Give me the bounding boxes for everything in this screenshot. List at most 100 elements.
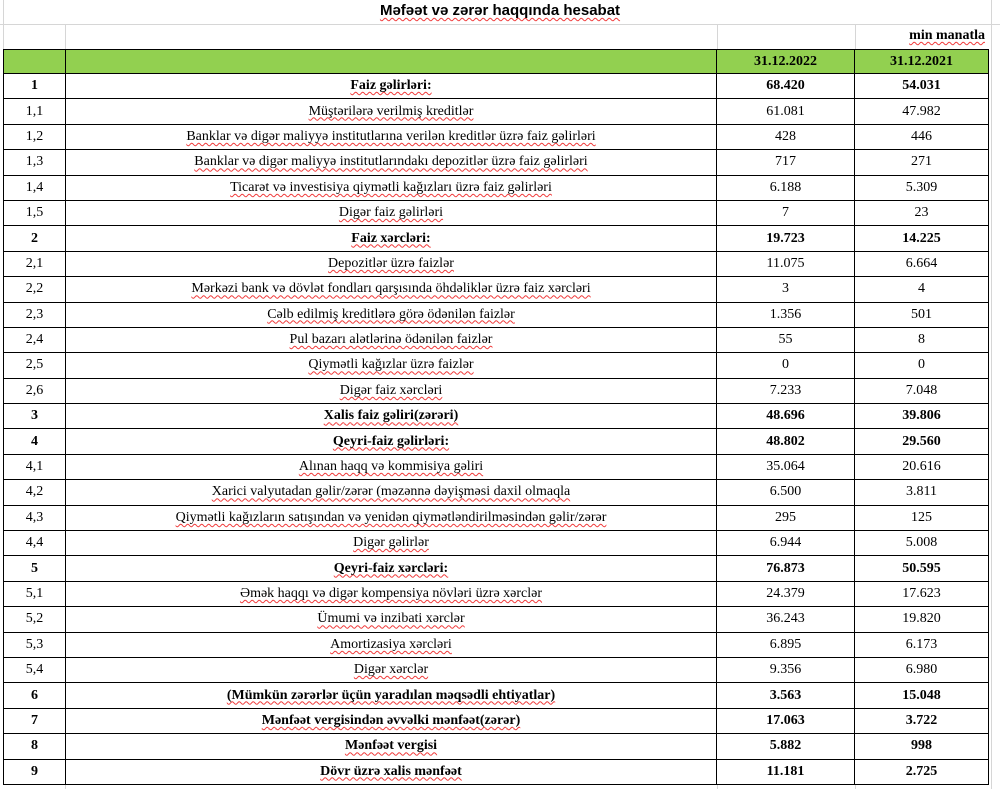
header-empty-num-cell[interactable]	[3, 49, 66, 74]
row-label-cell[interactable]: Əmək haqqı və digər kompensiya növləri ü…	[65, 580, 717, 608]
row-value-2022-cell[interactable]: 48.802	[716, 428, 855, 455]
row-label-cell[interactable]: Pul bazarı alətlərinə ödənilən faizlər	[65, 326, 717, 354]
row-number-cell[interactable]: 2,3	[3, 301, 66, 328]
row-value-2022-cell[interactable]: 7.233	[716, 377, 855, 405]
row-value-2021-cell[interactable]: 7.048	[854, 377, 989, 405]
row-value-2021-cell[interactable]: 3.811	[854, 479, 989, 506]
row-label-cell[interactable]: Ticarət və investisiya qiymətli kağızlar…	[65, 174, 717, 201]
row-value-2022-cell[interactable]: 1.356	[716, 301, 855, 328]
row-value-2022-cell[interactable]: 35.064	[716, 453, 855, 481]
row-value-2022-cell[interactable]: 76.873	[716, 555, 855, 582]
row-value-2021-cell[interactable]: 39.806	[854, 403, 989, 430]
row-value-2021-cell[interactable]: 5.309	[854, 174, 989, 201]
row-number-cell[interactable]: 1,2	[3, 123, 66, 151]
row-value-2021-cell[interactable]: 8	[854, 326, 989, 354]
header-date-2022-cell[interactable]: 31.12.2022	[716, 49, 855, 74]
row-label-cell[interactable]: Amortizasiya xərcləri	[65, 631, 717, 658]
row-number-cell[interactable]: 4,1	[3, 453, 66, 481]
row-label-cell[interactable]: Xalis faiz gəliri(zərəri)	[65, 403, 717, 430]
row-value-2022-cell[interactable]: 36.243	[716, 606, 855, 633]
row-number-cell[interactable]: 6	[3, 682, 66, 709]
row-value-2021-cell[interactable]: 14.225	[854, 225, 989, 252]
row-number-cell[interactable]: 1,1	[3, 98, 66, 125]
row-label-cell[interactable]: Mərkəzi bank və dövlət fondları qarşısın…	[65, 276, 717, 303]
row-number-cell[interactable]: 3	[3, 403, 66, 430]
row-number-cell[interactable]: 1,3	[3, 149, 66, 176]
row-value-2021-cell[interactable]: 15.048	[854, 682, 989, 709]
row-number-cell[interactable]: 1,4	[3, 174, 66, 201]
row-number-cell[interactable]: 5,4	[3, 656, 66, 684]
header-empty-label-cell[interactable]	[65, 49, 717, 74]
row-value-2022-cell[interactable]: 55	[716, 326, 855, 354]
row-value-2022-cell[interactable]: 428	[716, 123, 855, 151]
row-label-cell[interactable]: Alınan haqq və kommisiya gəliri	[65, 453, 717, 481]
row-label-cell[interactable]: Faiz xərcləri:	[65, 225, 717, 252]
row-value-2021-cell[interactable]: 47.982	[854, 98, 989, 125]
row-value-2021-cell[interactable]: 29.560	[854, 428, 989, 455]
row-value-2022-cell[interactable]: 24.379	[716, 580, 855, 608]
row-number-cell[interactable]: 2,4	[3, 326, 66, 354]
row-value-2022-cell[interactable]: 6.188	[716, 174, 855, 201]
row-value-2022-cell[interactable]: 9.356	[716, 656, 855, 684]
header-date-2021-cell[interactable]: 31.12.2021	[854, 49, 989, 74]
row-label-cell[interactable]: Dövr üzrə xalis mənfəət	[65, 758, 717, 785]
row-number-cell[interactable]: 5,1	[3, 580, 66, 608]
row-label-cell[interactable]: Qeyri-faiz gəlirləri:	[65, 428, 717, 455]
row-value-2022-cell[interactable]: 295	[716, 504, 855, 532]
row-value-2022-cell[interactable]: 68.420	[716, 72, 855, 100]
row-label-cell[interactable]: Banklar və digər maliyyə institutlarında…	[65, 149, 717, 176]
row-value-2021-cell[interactable]: 23	[854, 199, 989, 227]
row-number-cell[interactable]: 7	[3, 707, 66, 735]
row-number-cell[interactable]: 1	[3, 72, 66, 100]
row-value-2021-cell[interactable]: 20.616	[854, 453, 989, 481]
row-value-2021-cell[interactable]: 271	[854, 149, 989, 176]
row-number-cell[interactable]: 2,5	[3, 352, 66, 379]
row-label-cell[interactable]: (Mümkün zərərlər üçün yaradılan məqsədli…	[65, 682, 717, 709]
row-value-2021-cell[interactable]: 125	[854, 504, 989, 532]
row-label-cell[interactable]: Xarici valyutadan gəlir/zərər (məzənnə d…	[65, 479, 717, 506]
row-value-2021-cell[interactable]: 54.031	[854, 72, 989, 100]
row-value-2021-cell[interactable]: 446	[854, 123, 989, 151]
row-value-2021-cell[interactable]: 6.173	[854, 631, 989, 658]
row-value-2021-cell[interactable]: 0	[854, 352, 989, 379]
row-value-2021-cell[interactable]: 19.820	[854, 606, 989, 633]
row-value-2022-cell[interactable]: 17.063	[716, 707, 855, 735]
row-value-2021-cell[interactable]: 50.595	[854, 555, 989, 582]
row-number-cell[interactable]: 2	[3, 225, 66, 252]
row-number-cell[interactable]: 4,4	[3, 530, 66, 557]
row-label-cell[interactable]: Qiymətli kağızların satışından və yenidə…	[65, 504, 717, 532]
row-label-cell[interactable]: Digər gəlirlər	[65, 530, 717, 557]
row-value-2022-cell[interactable]: 0	[716, 352, 855, 379]
row-number-cell[interactable]: 2,6	[3, 377, 66, 405]
row-value-2021-cell[interactable]: 2.725	[854, 758, 989, 785]
row-number-cell[interactable]: 2,1	[3, 250, 66, 278]
row-value-2022-cell[interactable]: 3.563	[716, 682, 855, 709]
row-number-cell[interactable]: 4,3	[3, 504, 66, 532]
row-label-cell[interactable]: Cəlb edilmiş kreditlərə görə ödənilən fa…	[65, 301, 717, 328]
row-number-cell[interactable]: 5,2	[3, 606, 66, 633]
row-value-2022-cell[interactable]: 19.723	[716, 225, 855, 252]
row-label-cell[interactable]: Digər faiz gəlirləri	[65, 199, 717, 227]
row-label-cell[interactable]: Banklar və digər maliyyə institutlarına …	[65, 123, 717, 151]
row-number-cell[interactable]: 4,2	[3, 479, 66, 506]
row-number-cell[interactable]: 8	[3, 733, 66, 760]
row-value-2022-cell[interactable]: 6.500	[716, 479, 855, 506]
row-value-2022-cell[interactable]: 48.696	[716, 403, 855, 430]
row-value-2021-cell[interactable]: 3.722	[854, 707, 989, 735]
row-value-2021-cell[interactable]: 998	[854, 733, 989, 760]
row-number-cell[interactable]: 5	[3, 555, 66, 582]
row-value-2022-cell[interactable]: 717	[716, 149, 855, 176]
row-value-2021-cell[interactable]: 501	[854, 301, 989, 328]
row-label-cell[interactable]: Müştərilərə verilmiş kreditlər	[65, 98, 717, 125]
row-value-2022-cell[interactable]: 61.081	[716, 98, 855, 125]
row-label-cell[interactable]: Mənfəət vergisindən əvvəlki mənfəət(zərə…	[65, 707, 717, 735]
row-value-2021-cell[interactable]: 6.980	[854, 656, 989, 684]
row-label-cell[interactable]: Digər xərclər	[65, 656, 717, 684]
row-value-2021-cell[interactable]: 17.623	[854, 580, 989, 608]
row-value-2022-cell[interactable]: 11.181	[716, 758, 855, 785]
row-label-cell[interactable]: Ümumi və inzibati xərclər	[65, 606, 717, 633]
row-label-cell[interactable]: Qiymətli kağızlar üzrə faizlər	[65, 352, 717, 379]
row-value-2022-cell[interactable]: 11.075	[716, 250, 855, 278]
row-value-2022-cell[interactable]: 6.895	[716, 631, 855, 658]
row-value-2022-cell[interactable]: 7	[716, 199, 855, 227]
